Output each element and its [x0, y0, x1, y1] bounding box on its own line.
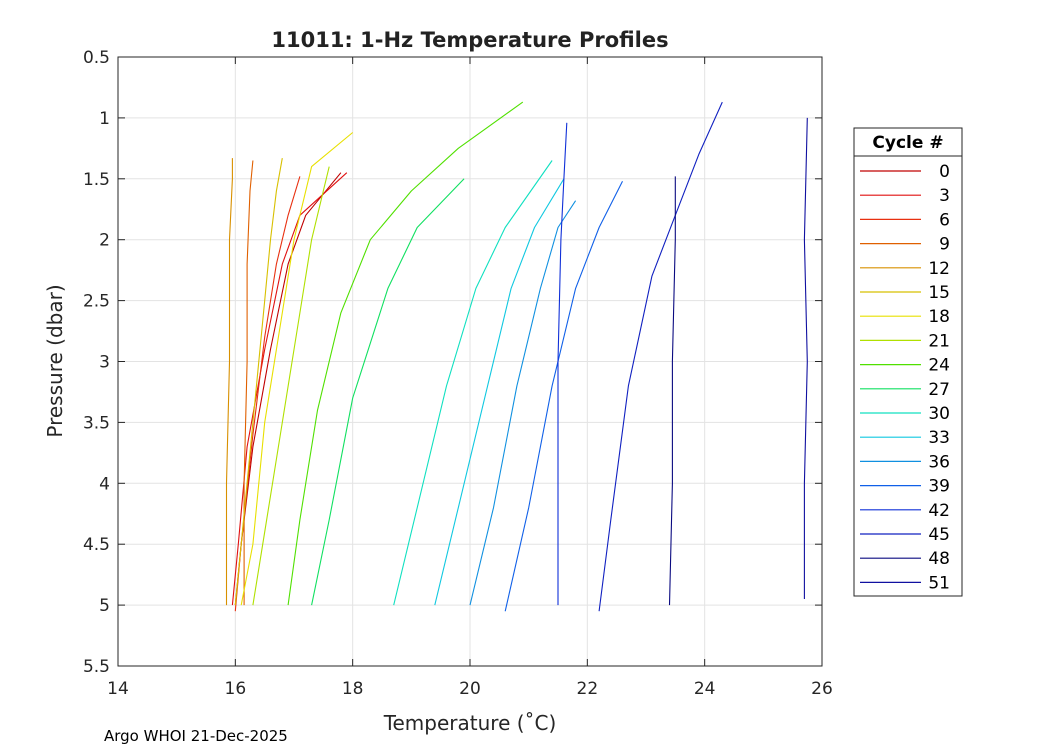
series-line-cycle-15 [234, 158, 283, 606]
series-line-cycle-45 [598, 101, 723, 612]
series-line-cycle-3 [231, 172, 348, 606]
footer-credit: Argo WHOI 21-Dec-2025 [104, 727, 288, 745]
series-line-cycle-30 [393, 160, 553, 606]
y-tick-label: 5.5 [83, 657, 110, 677]
legend-label: 33 [928, 428, 950, 448]
legend-label: 0 [939, 162, 950, 182]
y-tick-label: 4.5 [83, 535, 110, 555]
chart-title: 11011: 1-Hz Temperature Profiles [271, 28, 668, 52]
series-line-cycle-12 [225, 158, 233, 606]
legend-label: 24 [928, 356, 950, 376]
axis-ticks: 14 16 18 20 22 24 26 0.5 1 1.5 2 2.5 3 3.5 4 4.5 5 5.5 [83, 48, 833, 699]
series-line-cycle-39 [504, 180, 623, 612]
y-tick-label: 3.5 [83, 413, 110, 433]
x-tick-label: 24 [694, 679, 716, 699]
x-axis-label: Temperature (˚C) [383, 711, 557, 735]
x-tick-label: 14 [107, 679, 129, 699]
y-tick-label: 3 [99, 353, 110, 373]
y-tick-label: 0.5 [83, 48, 110, 68]
legend-label: 45 [928, 525, 950, 545]
series-line-cycle-51 [803, 117, 808, 599]
legend-label: 39 [928, 477, 950, 497]
series-line-cycle-18 [240, 132, 354, 606]
y-tick-label: 2 [99, 231, 110, 251]
x-tick-label: 22 [577, 679, 599, 699]
legend-label: 21 [928, 331, 950, 351]
y-tick-label: 4 [99, 474, 110, 494]
series-line-cycle-33 [434, 178, 565, 606]
x-tick-label: 26 [811, 679, 833, 699]
series-line-cycle-36 [469, 200, 577, 606]
y-tick-label: 1 [99, 109, 110, 129]
y-tick-label: 2.5 [83, 292, 110, 312]
legend-label: 3 [939, 186, 950, 206]
y-tick-label: 1.5 [83, 170, 110, 190]
plot-series [225, 101, 808, 612]
x-tick-label: 18 [342, 679, 364, 699]
series-line-cycle-24 [287, 101, 524, 606]
series-line-cycle-48 [668, 176, 676, 606]
legend-label: 36 [928, 452, 950, 472]
series-line-cycle-27 [311, 178, 465, 606]
y-tick-label: 5 [99, 596, 110, 616]
legend-label: 30 [928, 404, 950, 424]
legend-label: 18 [928, 307, 950, 327]
series-line-cycle-21 [252, 166, 330, 606]
legend-label: 12 [928, 259, 950, 279]
grid-lines [117, 56, 823, 667]
legend-label: 51 [928, 573, 950, 593]
legend-label: 15 [928, 283, 950, 303]
legend-label: 27 [928, 380, 950, 400]
legend-label: 48 [928, 549, 950, 569]
legend-label: 6 [939, 210, 950, 230]
series-line-cycle-9 [243, 160, 254, 606]
legend-label: 42 [928, 501, 950, 521]
legend-label: 9 [939, 235, 950, 255]
x-tick-label: 20 [459, 679, 481, 699]
legend-title: Cycle # [872, 133, 943, 153]
x-tick-label: 16 [225, 679, 247, 699]
series-line-cycle-42 [557, 122, 568, 606]
legend-box [853, 127, 963, 597]
y-axis-label: Pressure (dbar) [43, 284, 67, 437]
